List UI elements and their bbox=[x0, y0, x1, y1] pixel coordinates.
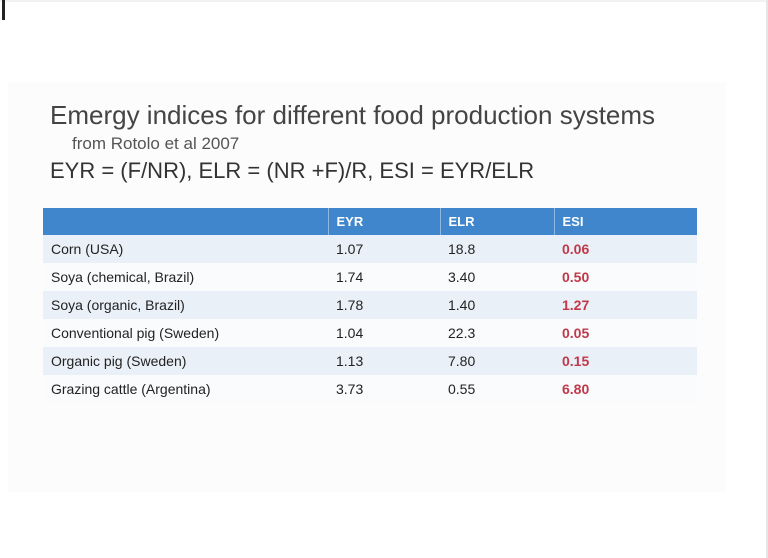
table-row: Conventional pig (Sweden) 1.04 22.3 0.05 bbox=[43, 319, 697, 347]
cell-system: Soya (chemical, Brazil) bbox=[43, 263, 328, 291]
cell-eyr: 1.78 bbox=[328, 291, 440, 319]
cell-eyr: 1.07 bbox=[328, 235, 440, 263]
header-esi: ESI bbox=[554, 208, 697, 235]
cell-esi: 1.27 bbox=[554, 291, 697, 319]
cell-system: Corn (USA) bbox=[43, 235, 328, 263]
cell-esi: 0.50 bbox=[554, 263, 697, 291]
table-header-row: EYR ELR ESI bbox=[43, 208, 697, 235]
cell-elr: 22.3 bbox=[440, 319, 554, 347]
cell-eyr: 1.74 bbox=[328, 263, 440, 291]
cell-eyr: 1.04 bbox=[328, 319, 440, 347]
cell-elr: 7.80 bbox=[440, 347, 554, 375]
table-row: Grazing cattle (Argentina) 3.73 0.55 6.8… bbox=[43, 375, 697, 403]
cell-esi: 0.15 bbox=[554, 347, 697, 375]
cell-elr: 1.40 bbox=[440, 291, 554, 319]
table-row: Soya (organic, Brazil) 1.78 1.40 1.27 bbox=[43, 291, 697, 319]
scan-edge-right bbox=[766, 0, 768, 558]
cell-esi: 0.06 bbox=[554, 235, 697, 263]
header-system bbox=[43, 208, 329, 235]
cell-eyr: 1.13 bbox=[328, 347, 440, 375]
scan-edge-top bbox=[0, 0, 768, 2]
cell-elr: 3.40 bbox=[440, 263, 554, 291]
cell-system: Organic pig (Sweden) bbox=[43, 347, 328, 375]
slide-subtitle: from Rotolo et al 2007 bbox=[72, 134, 240, 153]
header-eyr: EYR bbox=[328, 208, 441, 235]
cell-esi: 6.80 bbox=[554, 375, 697, 403]
emergy-table: EYR ELR ESI Corn (USA) 1.07 18.8 0.06 So… bbox=[43, 208, 697, 403]
header-elr: ELR bbox=[440, 208, 555, 235]
cell-system: Conventional pig (Sweden) bbox=[43, 319, 328, 347]
cell-elr: 0.55 bbox=[440, 375, 554, 403]
cell-system: Soya (organic, Brazil) bbox=[43, 291, 328, 319]
cell-esi: 0.05 bbox=[554, 319, 697, 347]
slide-title: Emergy indices for different food produc… bbox=[50, 100, 656, 130]
table-row: Soya (chemical, Brazil) 1.74 3.40 0.50 bbox=[43, 263, 697, 291]
formula-line: EYR = (F/NR), ELR = (NR +F)/R, ESI = EYR… bbox=[50, 158, 535, 183]
cell-eyr: 3.73 bbox=[328, 375, 440, 403]
scan-edge-mark bbox=[2, 0, 5, 20]
table-row: Organic pig (Sweden) 1.13 7.80 0.15 bbox=[43, 347, 697, 375]
cell-system: Grazing cattle (Argentina) bbox=[43, 375, 328, 403]
cell-elr: 18.8 bbox=[440, 235, 554, 263]
table-row: Corn (USA) 1.07 18.8 0.06 bbox=[43, 235, 697, 263]
